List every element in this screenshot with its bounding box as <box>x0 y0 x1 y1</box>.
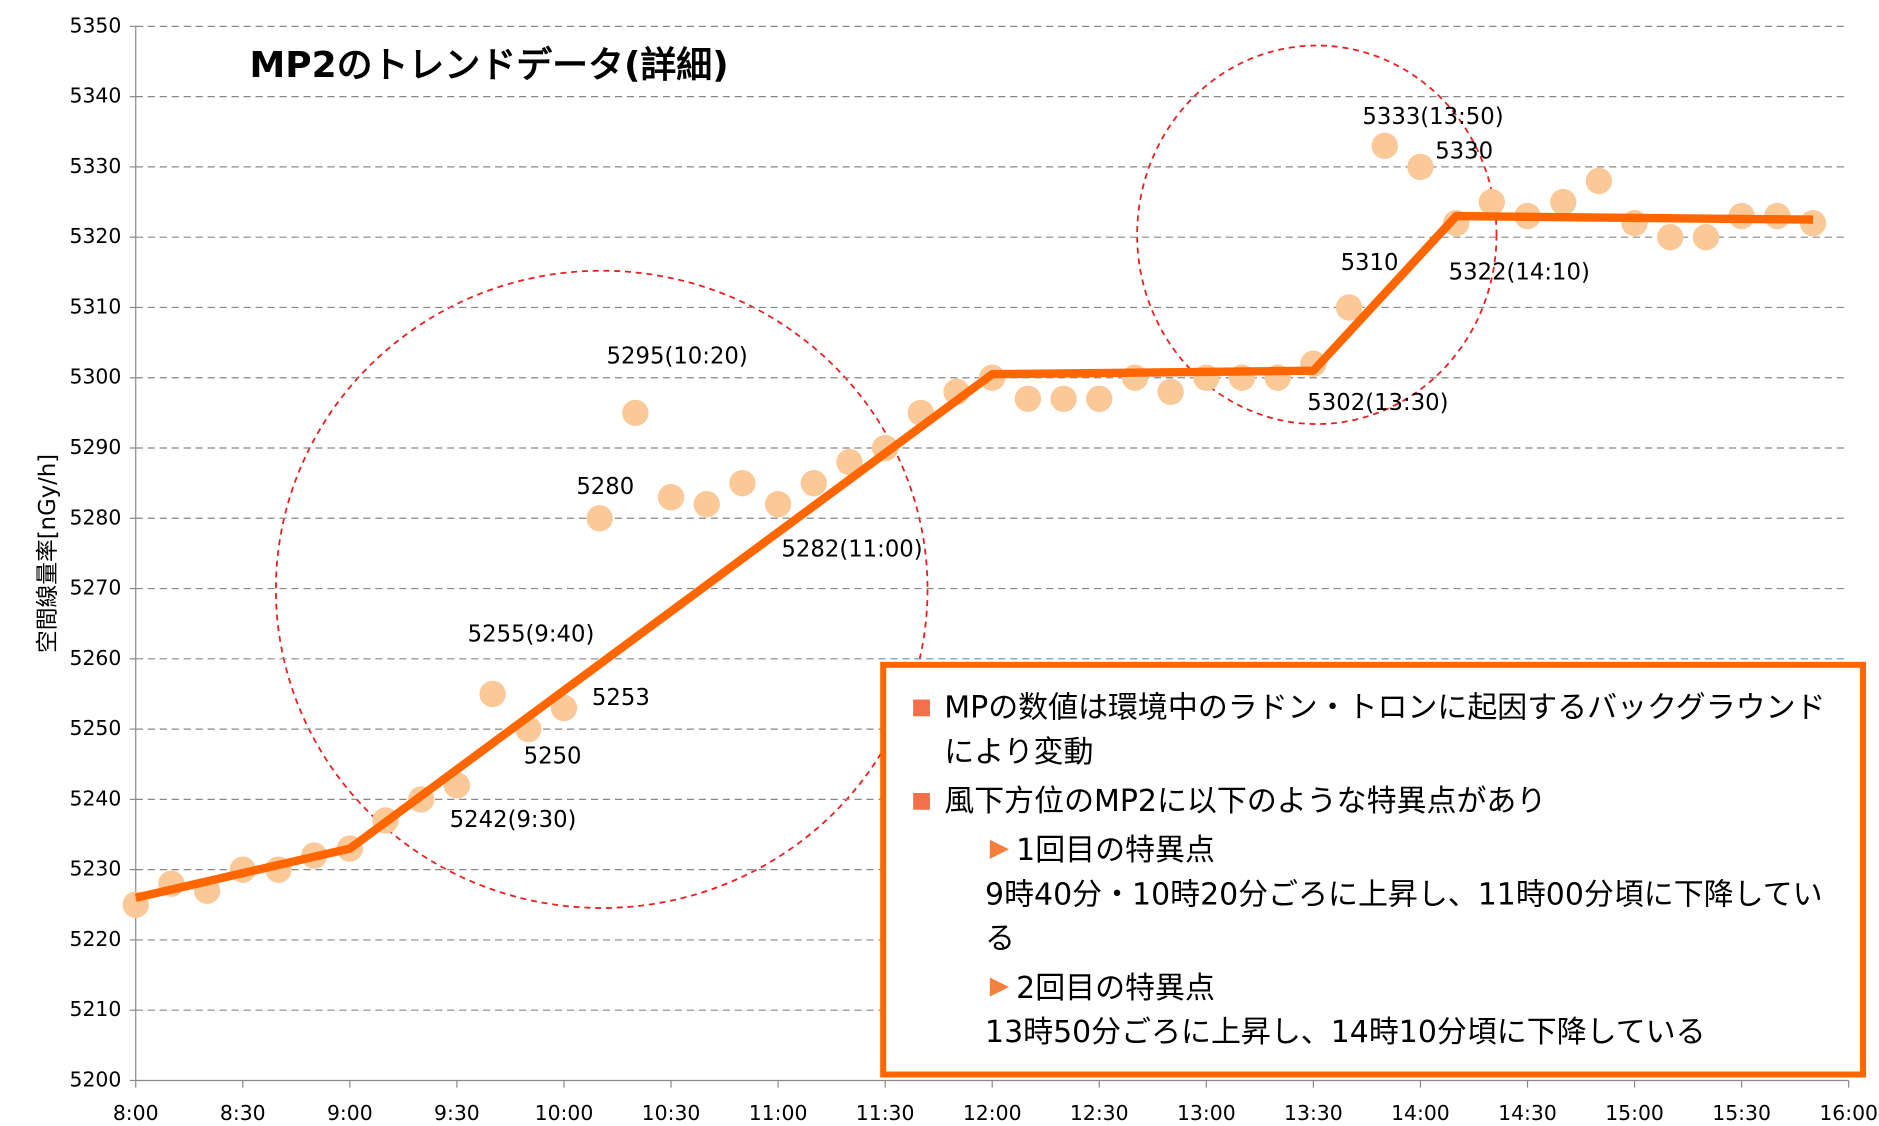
point <box>1550 188 1577 216</box>
annotation: 5250 <box>524 744 582 770</box>
y-tick-label: 5270 <box>70 576 122 600</box>
x-tick-label: 10:30 <box>642 1101 701 1125</box>
x-tick-label: 11:30 <box>856 1101 915 1125</box>
annotation: 5282(11:00) <box>781 536 922 562</box>
y-tick-label: 5210 <box>70 997 122 1021</box>
x-tick-label: 13:00 <box>1177 1101 1236 1125</box>
x-tick-label: 15:30 <box>1712 1101 1771 1125</box>
x-tick-label: 11:00 <box>749 1101 808 1125</box>
y-tick-label: 5220 <box>70 927 122 951</box>
point <box>1335 294 1363 321</box>
x-tick-label: 14:00 <box>1391 1101 1450 1125</box>
point <box>1478 188 1505 216</box>
point <box>729 469 756 497</box>
bullet: 風下方位のMP2に以下のような特異点があり <box>908 779 1838 823</box>
point <box>622 399 649 427</box>
point <box>764 491 792 518</box>
y-tick-label: 5330 <box>70 154 122 178</box>
y-tick-label: 5320 <box>70 224 122 248</box>
sub-heading: 2回目の特異点 <box>908 965 1838 1009</box>
y-tick-label: 5300 <box>70 365 122 389</box>
y-tick-label: 5290 <box>70 435 122 459</box>
bullet: MPの数値は環境中のラドン・トロンに起因するバックグラウンドにより変動 <box>908 685 1838 774</box>
point <box>1157 378 1184 405</box>
x-tick-label: 12:30 <box>1070 1101 1129 1125</box>
point <box>800 469 827 497</box>
annotation: 5310 <box>1341 250 1399 276</box>
sub-text: 13時50分ごろに上昇し、14時10分頃に下降している <box>985 1014 1706 1050</box>
annotation: 5242(9:30) <box>450 807 577 833</box>
x-tick-label: 12:00 <box>963 1101 1022 1125</box>
annotation: 5322(14:10) <box>1449 260 1590 286</box>
y-tick-label: 5280 <box>70 505 122 529</box>
y-tick-label: 5260 <box>70 646 122 670</box>
x-tick-label: 8:30 <box>220 1101 266 1125</box>
point <box>657 484 685 511</box>
x-tick-label: 15:00 <box>1605 1101 1664 1125</box>
note-content: MPの数値は環境中のラドン・トロンに起因するバックグラウンドにより変動風下方位の… <box>889 671 1857 1069</box>
point <box>586 505 613 532</box>
y-tick-label: 5230 <box>70 857 122 881</box>
y-tick-label: 5240 <box>70 786 122 810</box>
x-tick-label: 9:30 <box>434 1101 480 1125</box>
annotation: 5280 <box>576 474 634 500</box>
annotation: 5330 <box>1435 139 1493 165</box>
y-tick-label: 5350 <box>70 13 122 37</box>
point <box>1014 385 1042 412</box>
y-tick-label: 5250 <box>70 716 122 740</box>
point <box>836 448 863 476</box>
x-tick-label: 10:00 <box>535 1101 594 1125</box>
annotation: 5253 <box>592 685 650 711</box>
point <box>693 491 720 518</box>
annotation: 5295(10:20) <box>607 343 748 369</box>
highlight-circle <box>1136 44 1498 425</box>
annotation: 5333(13:50) <box>1362 104 1503 130</box>
point <box>1086 385 1113 412</box>
notes: MPの数値は環境中のラドン・トロンに起因するバックグラウンドにより変動風下方位の… <box>889 671 1857 1069</box>
y-tick-label: 5310 <box>70 294 122 318</box>
chart-title: MP2のトレンドデータ(詳細) <box>250 44 729 86</box>
y-tick-label: 5340 <box>70 84 122 108</box>
point <box>550 694 578 722</box>
point <box>1657 224 1684 251</box>
annotation: 5255(9:40) <box>468 621 595 647</box>
point <box>1371 132 1398 159</box>
annotation: 5302(13:30) <box>1307 390 1448 416</box>
x-tick-label: 14:30 <box>1498 1101 1557 1125</box>
y-axis-label: 空間線量率[nGy/h] <box>35 454 61 653</box>
point <box>1585 167 1613 195</box>
point <box>1407 153 1434 181</box>
point <box>1692 224 1720 251</box>
sub-heading: 1回目の特異点 <box>908 828 1838 872</box>
y-tick-label: 5200 <box>70 1067 122 1091</box>
note-box <box>880 661 1867 1078</box>
x-tick-label: 8:00 <box>113 1101 159 1125</box>
point <box>479 680 506 708</box>
highlight-circle <box>274 269 929 909</box>
trend-line <box>134 211 1814 902</box>
x-tick-label: 13:30 <box>1284 1101 1343 1125</box>
sub-text: 9時40分・10時20分ごろに上昇し、11時00分頃に下降している <box>985 876 1823 956</box>
x-tick-label: 9:00 <box>327 1101 373 1125</box>
point <box>1050 385 1077 412</box>
x-tick-label: 16:00 <box>1819 1101 1878 1125</box>
